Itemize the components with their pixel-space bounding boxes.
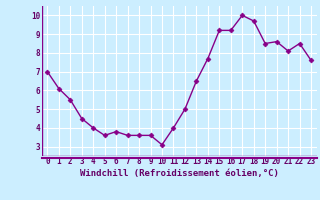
X-axis label: Windchill (Refroidissement éolien,°C): Windchill (Refroidissement éolien,°C) [80,169,279,178]
